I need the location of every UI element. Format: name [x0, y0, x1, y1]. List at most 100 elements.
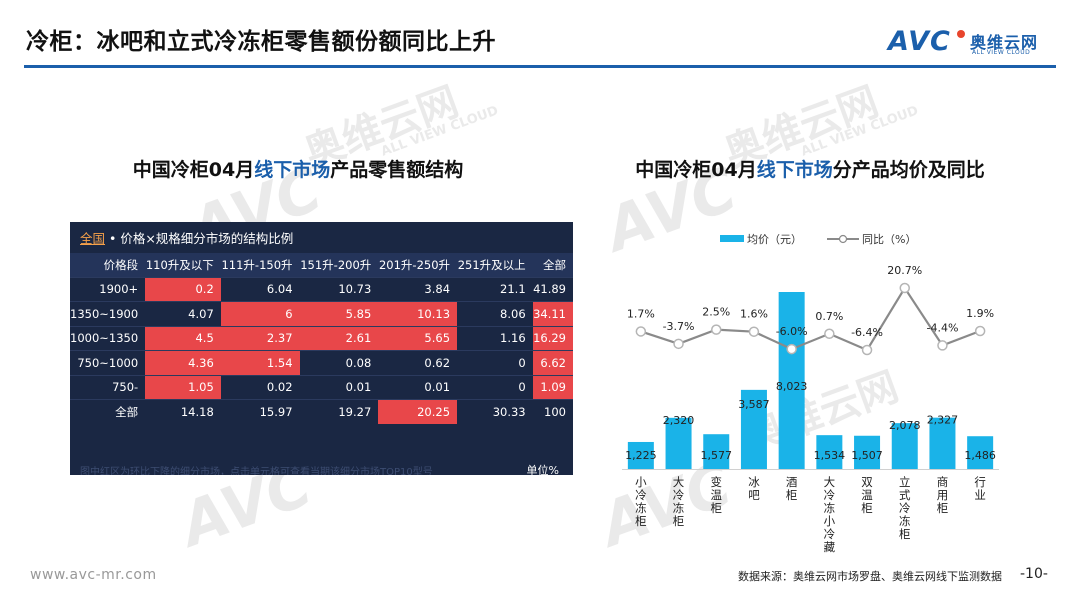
- bar-data-label: 8,023: [776, 380, 808, 393]
- table-cell[interactable]: 30.33: [457, 399, 533, 424]
- bar-avg-price: [854, 435, 881, 469]
- footer-url: www.avc-mr.com: [30, 567, 157, 583]
- table-cell[interactable]: 10.73: [299, 276, 379, 302]
- bar-data-label: 3,587: [738, 398, 770, 411]
- watermark-en: ALL VIEW CLOUD: [799, 103, 921, 160]
- table-cell[interactable]: 4.36: [145, 350, 221, 375]
- region-link[interactable]: 全国: [80, 231, 106, 246]
- category-tick-label: 冰吧: [748, 475, 760, 502]
- row-label: 1900+: [70, 276, 146, 302]
- bar-data-label: 1,486: [964, 449, 996, 462]
- table-cell[interactable]: 0.62: [378, 350, 458, 375]
- table-cell[interactable]: 34.11: [532, 301, 573, 326]
- table-cell[interactable]: 5.65: [378, 325, 458, 351]
- legend-marker-line: [838, 234, 848, 244]
- bar-avg-price: [929, 417, 956, 469]
- column-header: 251升及以上: [457, 253, 533, 277]
- legend-label-bar: 均价（元）: [747, 233, 802, 246]
- bar-data-label: 1,534: [814, 449, 846, 462]
- yoy-data-label: -3.7%: [663, 320, 695, 333]
- title-divider: [24, 65, 1056, 68]
- yoy-point: [635, 326, 647, 337]
- table-cell[interactable]: 0.2: [145, 276, 221, 302]
- category-tick-label: 酒柜: [786, 475, 798, 502]
- table-cell[interactable]: 100: [532, 399, 573, 424]
- watermark-en: ALL VIEW CLOUD: [379, 103, 501, 160]
- table-row: 750~1000 4.36 1.54 0.08 0.62 0 6.62: [70, 350, 573, 375]
- legend-swatch-bar: [720, 235, 744, 242]
- price-size-matrix: 价格段 110升及以下 111升-150升 151升-200升 201升-250升 251…: [70, 253, 573, 424]
- row-label: 750-: [70, 374, 146, 400]
- logo-en: ALL VIEW CLOUD: [972, 49, 1031, 56]
- bar-avg-price: [967, 436, 994, 469]
- table-cell[interactable]: 4.07: [145, 301, 221, 326]
- table-cell[interactable]: 2.37: [220, 325, 300, 351]
- bar-data-label: 2,078: [889, 419, 921, 432]
- table-cell[interactable]: 20.25: [378, 399, 458, 424]
- table-body: 1900+ 0.2 6.04 10.73 3.84 21.1 41.89 1350~1900 4…: [70, 276, 573, 424]
- legend-label-line: 同比（%）: [862, 233, 916, 246]
- table-cell[interactable]: 8.06: [457, 301, 533, 326]
- yoy-data-label: 1.9%: [966, 307, 994, 320]
- table-cell[interactable]: 0.01: [299, 374, 379, 400]
- page-number: -10-: [1020, 566, 1048, 582]
- table-cell[interactable]: 0: [457, 374, 533, 400]
- table-cell[interactable]: 15.97: [220, 399, 300, 424]
- table-cell[interactable]: 14.18: [145, 399, 221, 424]
- table-cell[interactable]: 0.02: [220, 374, 300, 400]
- table-cell[interactable]: 1.16: [457, 325, 533, 351]
- bar-data-label: 1,507: [851, 449, 883, 462]
- category-tick-label: 商用柜: [937, 475, 949, 515]
- yoy-point: [711, 324, 722, 335]
- avg-price-yoy-chart: 均价（元） 同比（%） 1,225 2,320 1,577 3,587 8,023 1,534…: [622, 233, 999, 554]
- category-tick-label: 立式冷冻柜: [899, 475, 911, 541]
- table-cell[interactable]: 5.85: [299, 301, 379, 326]
- yoy-point: [899, 282, 910, 294]
- table-cell[interactable]: 16.29: [532, 325, 573, 351]
- table-cell[interactable]: 41.89: [532, 276, 573, 302]
- table-cell[interactable]: 6.62: [532, 350, 573, 375]
- yoy-data-label: 2.5%: [702, 306, 730, 319]
- category-tick-label: 变温柜: [711, 475, 723, 515]
- column-header: 110升及以下: [145, 253, 221, 277]
- row-label: 全部: [70, 399, 146, 424]
- yoy-data-label: -4.4%: [926, 321, 958, 334]
- yoy-data-label: 1.6%: [740, 308, 768, 321]
- yoy-data-label: 0.7%: [815, 310, 843, 323]
- unit-label: 单位%: [526, 464, 559, 475]
- table-cell[interactable]: 1.54: [220, 350, 300, 375]
- table-cell[interactable]: 6.04: [220, 276, 300, 302]
- row-label: 750~1000: [70, 350, 146, 375]
- bar-avg-price: [778, 292, 805, 469]
- table-cell[interactable]: 0: [457, 350, 533, 375]
- table-cell[interactable]: 1.09: [532, 374, 573, 400]
- bar-data-label: 2,320: [663, 414, 695, 427]
- yoy-series-line: [640, 285, 981, 352]
- table-cell[interactable]: 10.13: [378, 301, 458, 326]
- table-cell[interactable]: 6: [220, 301, 300, 326]
- bar-data-label: 2,327: [927, 414, 959, 427]
- column-header: 价格段: [70, 253, 146, 277]
- column-header: 全部: [532, 253, 573, 277]
- logo-text: AVC: [888, 26, 951, 57]
- bar-avg-price: [703, 434, 730, 469]
- column-header: 201升-250升: [378, 253, 458, 277]
- table-cell[interactable]: 0.08: [299, 350, 379, 375]
- table-cell[interactable]: 2.61: [299, 325, 379, 351]
- yoy-point: [824, 328, 835, 340]
- yoy-point: [937, 340, 948, 351]
- table-cell[interactable]: 0.01: [378, 374, 458, 400]
- table-cell[interactable]: 3.84: [378, 276, 458, 302]
- yoy-point: [748, 326, 760, 337]
- row-label: 1000~1350: [70, 325, 146, 351]
- column-header: 151升-200升: [299, 253, 379, 277]
- left-chart-title: 中国冷柜04月线下市场产品零售额结构: [132, 159, 464, 181]
- table-cell[interactable]: 4.5: [145, 325, 221, 351]
- yoy-data-label: -6.4%: [851, 326, 883, 339]
- table-cell[interactable]: 1.05: [145, 374, 221, 400]
- yoy-data-label: 1.7%: [627, 307, 655, 320]
- table-cell[interactable]: 21.1: [457, 276, 533, 302]
- category-tick-label: 大冷冻柜: [673, 475, 685, 528]
- table-cell[interactable]: 19.27: [299, 399, 379, 424]
- bar-avg-price: [665, 417, 692, 469]
